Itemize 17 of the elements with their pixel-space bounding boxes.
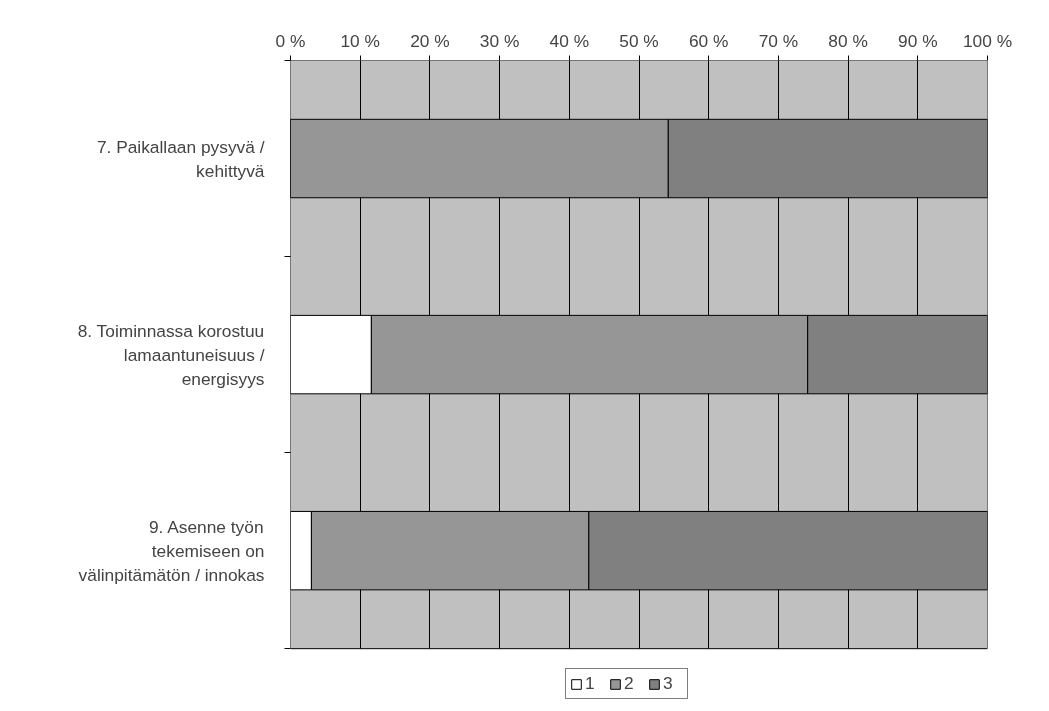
legend-label: 1 [585,673,596,694]
legend-label: 3 [663,673,674,694]
x-tick-label: 70 % [758,30,799,51]
x-tick-label: 90 % [898,30,938,51]
x-tick-label: 40 % [549,30,590,51]
x-tick-label: 50 % [619,30,659,51]
x-tick-label: 10 % [340,30,380,51]
y-tick-label: 9. Asenne työn tekemiseen on välinpitämätön / innokas [78,516,265,585]
y-tick-label: 8. Toiminnassa korostuu lamaantuneisuus / energisyys [77,320,265,389]
x-tick-label: 20 % [410,30,450,51]
x-tick-label: 80 % [828,30,868,51]
x-tick-label: 100 % [962,30,1013,51]
x-tick-label: 60 % [688,30,729,51]
x-tick-label: 30 % [479,30,520,51]
y-tick-label: 7. Paikallaan pysyvä / kehittyvä [96,136,265,181]
x-tick-label: 0 % [275,30,306,51]
legend-label: 2 [624,673,635,694]
